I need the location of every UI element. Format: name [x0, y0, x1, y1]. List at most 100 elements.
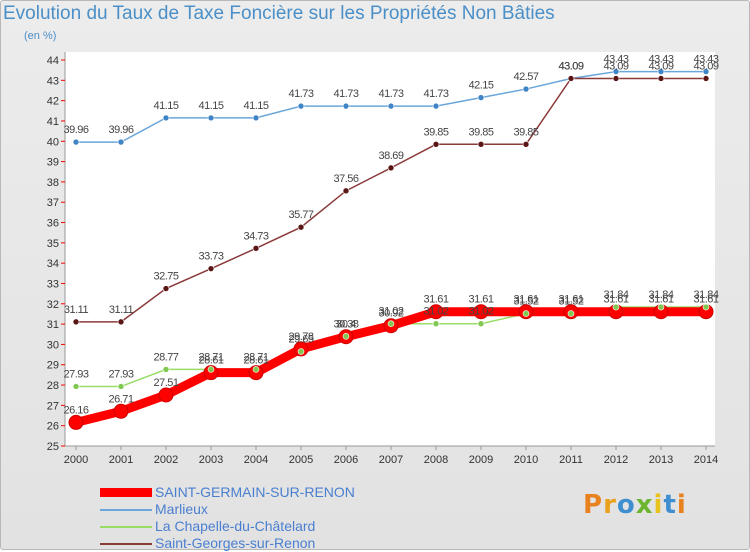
legend-label: Marlieux: [155, 501, 208, 517]
data-label: 26.71: [108, 393, 133, 405]
data-label: 42.57: [513, 71, 538, 83]
data-point: [72, 138, 80, 146]
data-label: 43.09: [603, 60, 628, 72]
data-point: [113, 403, 129, 419]
legend-item: SAINT-GERMAIN-SUR-RENON: [100, 484, 420, 501]
legend-swatch-saint-georges: [100, 543, 152, 545]
data-point: [432, 141, 440, 148]
x-tick-label: 2001: [109, 454, 133, 466]
x-tick-label: 2008: [424, 454, 448, 466]
data-point: [428, 304, 444, 320]
data-label: 32.75: [153, 271, 178, 283]
data-point: [297, 223, 305, 231]
data-point: [473, 304, 489, 320]
data-label: 28.61: [198, 355, 223, 367]
data-point: [702, 75, 710, 82]
data-label: 31.61: [558, 294, 583, 306]
legend-label: Saint-Georges-sur-Renon: [155, 535, 316, 551]
data-point: [72, 383, 80, 390]
data-label: 42.15: [468, 80, 493, 92]
data-label: 28.71: [243, 351, 268, 363]
x-tick-label: 2009: [469, 454, 493, 466]
data-label: 43.09: [693, 60, 718, 72]
y-tick-label: 27: [47, 400, 59, 412]
data-label: 31.02: [468, 306, 493, 318]
data-point: [117, 138, 125, 146]
data-label: 27.51: [153, 377, 178, 389]
data-label: 43.43: [603, 54, 628, 66]
data-point: [432, 320, 440, 327]
x-tick-label: 2005: [289, 454, 313, 466]
logo-letter: t: [663, 490, 677, 520]
logo-letter: o: [616, 490, 636, 520]
data-point: [657, 75, 665, 82]
data-label: 41.15: [198, 100, 223, 112]
data-label: 31.84: [693, 289, 718, 301]
data-label: 41.15: [153, 100, 178, 112]
data-label: 33.73: [198, 251, 223, 263]
x-tick-label: 2014: [694, 454, 718, 466]
y-tick-label: 34: [47, 258, 59, 270]
x-tick-label: 2000: [64, 454, 88, 466]
data-point: [342, 332, 350, 340]
data-point: [477, 141, 485, 148]
data-point: [477, 94, 485, 101]
data-point: [252, 366, 260, 373]
data-point: [297, 348, 305, 355]
x-tick-label: 2007: [379, 454, 403, 466]
data-point: [252, 114, 260, 122]
data-label: 31.11: [109, 304, 134, 316]
data-label: 43.43: [648, 54, 673, 66]
y-tick-label: 44: [47, 55, 59, 67]
data-label: 43.09: [648, 60, 673, 72]
data-label: 31.02: [378, 306, 403, 318]
data-label: 31.61: [648, 294, 673, 306]
data-label: 31.61: [693, 294, 718, 306]
data-label: 34.73: [243, 230, 268, 242]
data-label: 39.96: [63, 124, 88, 136]
legend-item: Saint-Georges-sur-Renon: [100, 535, 420, 552]
line-chart: 25 26 27 28 29 30 31 32 33 34 35 36 37 38 39 40 41 42 43 44…: [47, 52, 719, 466]
data-point: [207, 114, 215, 122]
data-label: 29.65: [288, 334, 313, 346]
data-point: [117, 318, 125, 326]
logo-letter: i: [676, 490, 687, 520]
data-label: 31.84: [603, 289, 628, 301]
data-point: [68, 414, 84, 430]
data-label: 30.4: [336, 318, 356, 330]
data-label: 31.61: [603, 294, 628, 306]
y-axis-unit-label: (en %): [24, 30, 57, 42]
data-label: 31.61: [423, 294, 448, 306]
data-label: 31.52: [513, 296, 538, 308]
data-point: [387, 102, 395, 110]
y-tick-label: 43: [47, 75, 59, 87]
logo-letter: P: [583, 490, 604, 520]
chart-title: Evolution du Taux de Taxe Foncière sur l…: [3, 3, 555, 24]
data-point: [117, 383, 125, 390]
y-tick-label: 38: [47, 177, 59, 189]
data-label: 26.16: [63, 404, 88, 416]
data-label: 39.96: [108, 124, 133, 136]
y-tick-label: 37: [47, 197, 59, 209]
data-label: 28.61: [243, 355, 268, 367]
y-tick-label: 30: [47, 339, 59, 351]
data-point: [252, 245, 260, 252]
data-point: [162, 366, 170, 373]
data-point: [612, 75, 620, 82]
data-label: 41.73: [378, 88, 403, 100]
data-label: 28.77: [153, 351, 178, 363]
y-tick-label: 39: [47, 157, 59, 169]
x-tick-label: 2010: [514, 454, 538, 466]
data-point: [162, 114, 170, 122]
data-label: 31.61: [513, 294, 538, 306]
data-label: 39.85: [468, 126, 493, 138]
data-label: 41.15: [243, 100, 268, 112]
data-point: [612, 303, 620, 311]
data-point: [522, 310, 530, 317]
x-tick-label: 2002: [154, 454, 178, 466]
legend-swatch-saint-germain: [100, 488, 152, 497]
y-tick-label: 25: [47, 441, 59, 453]
x-tick-label: 2012: [604, 454, 628, 466]
data-point: [72, 318, 80, 326]
data-point: [387, 320, 395, 327]
